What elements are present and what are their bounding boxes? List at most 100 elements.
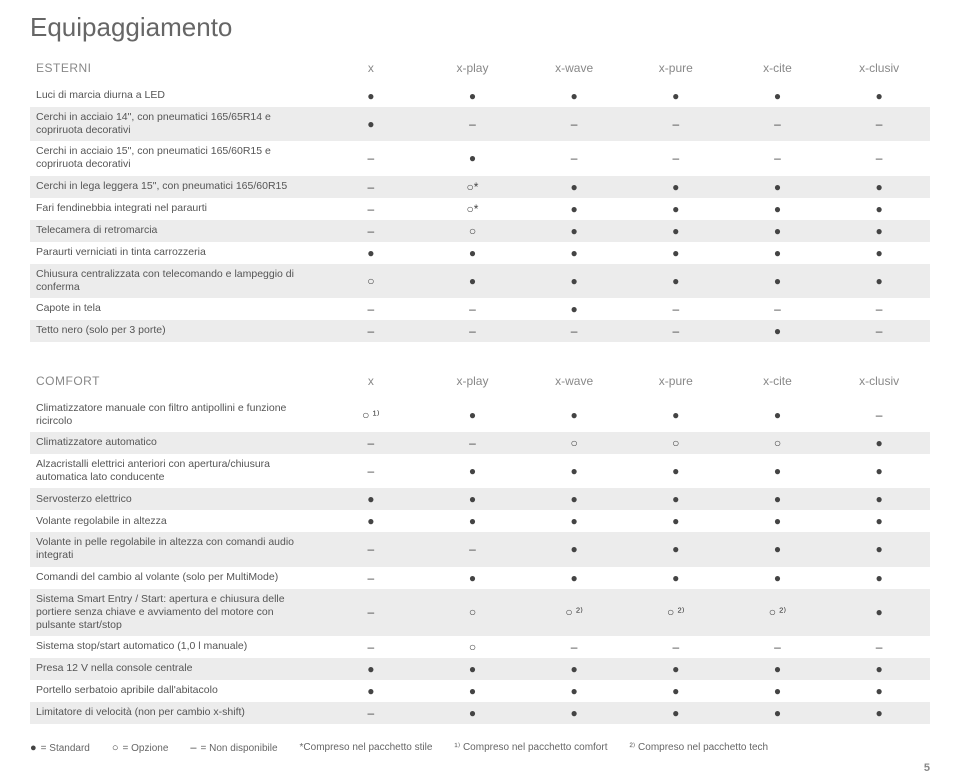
cell: ○ — [422, 636, 524, 658]
row-label: Tetto nero (solo per 3 porte) — [30, 320, 320, 342]
row-label: Fari fendinebbia integrati nel paraurti — [30, 198, 320, 220]
table-header-esterni: ESTERNI x x-play x-wave x-pure x-cite x-… — [30, 57, 930, 85]
cell: – — [625, 320, 727, 342]
cell: ○* — [422, 198, 524, 220]
cell: – — [320, 298, 422, 320]
cell: – — [523, 107, 625, 141]
table-row: Comandi del cambio al volante (solo per … — [30, 567, 930, 589]
cell: – — [320, 141, 422, 175]
cell: ● — [727, 242, 829, 264]
cell: ● — [523, 85, 625, 107]
cell: ● — [828, 702, 930, 724]
column-header: x-play — [422, 57, 524, 85]
cell: ● — [727, 532, 829, 566]
table-row: Alzacristalli elettrici anteriori con ap… — [30, 454, 930, 488]
column-header: x-wave — [523, 370, 625, 398]
cell: ○ — [727, 432, 829, 454]
table-row: Portello serbatoio apribile dall'abitaco… — [30, 680, 930, 702]
row-label: Limitatore di velocità (non per cambio x… — [30, 702, 320, 724]
cell: ● — [625, 567, 727, 589]
cell: ● — [523, 198, 625, 220]
cell: – — [320, 198, 422, 220]
cell: ● — [625, 680, 727, 702]
cell: ● — [422, 488, 524, 510]
cell: – — [320, 702, 422, 724]
section-body-esterni: Luci di marcia diurna a LED●●●●●●Cerchi … — [30, 85, 930, 342]
cell: ● — [422, 141, 524, 175]
column-header: x-clusiv — [828, 57, 930, 85]
equipment-table: ESTERNI x x-play x-wave x-pure x-cite x-… — [30, 57, 930, 724]
cell: ● — [625, 264, 727, 298]
table-row: Climatizzatore automatico––○○○● — [30, 432, 930, 454]
cell: ● — [727, 702, 829, 724]
cell: – — [625, 636, 727, 658]
cell: – — [320, 454, 422, 488]
cell: – — [828, 141, 930, 175]
table-row: Cerchi in lega leggera 15", con pneumati… — [30, 176, 930, 198]
cell: ● — [523, 702, 625, 724]
table-row: Chiusura centralizzata con telecomando e… — [30, 264, 930, 298]
page-title: Equipaggiamento — [30, 12, 930, 43]
cell: ● — [422, 510, 524, 532]
cell: ○ ¹⁾ — [320, 398, 422, 432]
cell: – — [422, 532, 524, 566]
cell: – — [727, 298, 829, 320]
cell: ● — [727, 198, 829, 220]
section-body-comfort: Climatizzatore manuale con filtro antipo… — [30, 398, 930, 724]
cell: – — [320, 176, 422, 198]
cell: ● — [523, 532, 625, 566]
cell: ● — [422, 398, 524, 432]
cell: – — [625, 298, 727, 320]
row-label: Telecamera di retromarcia — [30, 220, 320, 242]
cell: – — [422, 432, 524, 454]
cell: ● — [625, 510, 727, 532]
cell: – — [422, 298, 524, 320]
cell: ● — [625, 198, 727, 220]
cell: – — [523, 141, 625, 175]
table-header-comfort: COMFORT x x-play x-wave x-pure x-cite x-… — [30, 370, 930, 398]
legend-note-2: ²⁾ Compreso nel pacchetto tech — [629, 742, 768, 753]
table-row: Servosterzo elettrico●●●●●● — [30, 488, 930, 510]
cell: – — [625, 141, 727, 175]
cell: ○* — [422, 176, 524, 198]
cell: ● — [320, 242, 422, 264]
table-row: Fari fendinebbia integrati nel paraurti–… — [30, 198, 930, 220]
cell: ● — [422, 85, 524, 107]
cell: – — [422, 107, 524, 141]
cell: ● — [422, 702, 524, 724]
cell: ● — [828, 198, 930, 220]
cell: ● — [523, 298, 625, 320]
cell: ● — [828, 532, 930, 566]
row-label: Cerchi in lega leggera 15", con pneumati… — [30, 176, 320, 198]
cell: ● — [422, 567, 524, 589]
legend: ●= Standard ○= Opzione –= Non disponibil… — [30, 742, 930, 754]
cell: ● — [828, 454, 930, 488]
table-row: Sistema stop/start automatico (1,0 l man… — [30, 636, 930, 658]
cell: ● — [625, 242, 727, 264]
row-label: Portello serbatoio apribile dall'abitaco… — [30, 680, 320, 702]
row-label: Volante in pelle regolabile in altezza c… — [30, 532, 320, 566]
cell: ● — [625, 85, 727, 107]
table-row: Volante regolabile in altezza●●●●●● — [30, 510, 930, 532]
cell: ● — [422, 242, 524, 264]
row-label: Servosterzo elettrico — [30, 488, 320, 510]
cell: – — [320, 320, 422, 342]
table-row: Paraurti verniciati in tinta carrozzeria… — [30, 242, 930, 264]
column-header: x-play — [422, 370, 524, 398]
table-row: Tetto nero (solo per 3 porte)––––●– — [30, 320, 930, 342]
cell: ● — [828, 432, 930, 454]
cell: – — [320, 589, 422, 636]
cell: ● — [727, 320, 829, 342]
cell: – — [523, 320, 625, 342]
cell: ● — [523, 242, 625, 264]
section-heading-comfort: COMFORT — [30, 370, 320, 398]
column-header: x-wave — [523, 57, 625, 85]
cell: ● — [828, 85, 930, 107]
cell: – — [320, 432, 422, 454]
table-row: Climatizzatore manuale con filtro antipo… — [30, 398, 930, 432]
row-label: Cerchi in acciaio 14", con pneumatici 16… — [30, 107, 320, 141]
cell: ● — [828, 176, 930, 198]
cell: ● — [727, 454, 829, 488]
cell: ● — [320, 510, 422, 532]
cell: ● — [523, 176, 625, 198]
